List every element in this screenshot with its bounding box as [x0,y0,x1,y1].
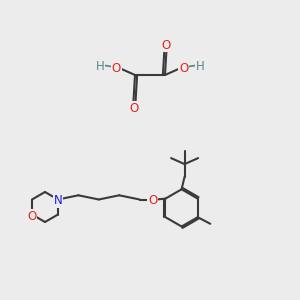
Text: O: O [162,38,171,52]
Text: N: N [54,194,62,208]
Text: H: H [95,60,104,74]
Text: O: O [129,101,138,115]
Text: O: O [179,61,188,75]
Text: O: O [27,209,37,223]
Text: O: O [148,194,158,208]
Text: O: O [112,61,121,75]
Text: H: H [196,60,205,74]
